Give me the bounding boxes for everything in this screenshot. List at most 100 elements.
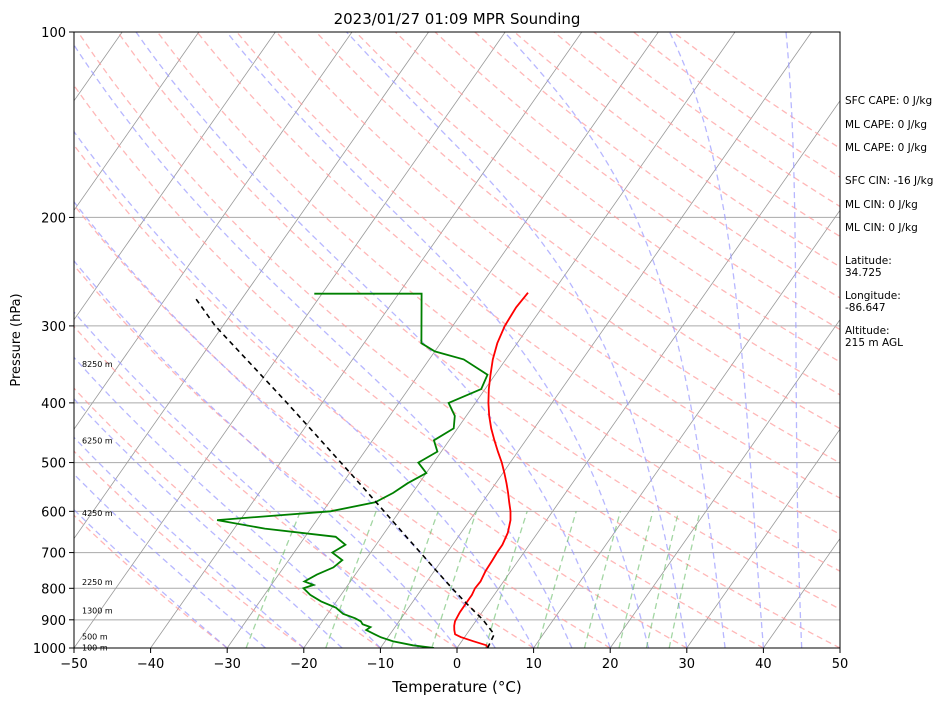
isotherm-line	[74, 32, 506, 648]
stats-line: ML CIN: 0 J/kg	[845, 222, 918, 234]
height-label: 4250 m	[82, 509, 113, 518]
dry-adiabat	[275, 32, 840, 464]
isotherm-line	[303, 32, 736, 648]
parcel-line	[194, 297, 496, 648]
x-tick-label: 30	[679, 657, 696, 672]
x-tick-label: −50	[60, 657, 87, 672]
height-label: 1300 m	[82, 607, 113, 616]
stats-line: Latitude:	[845, 255, 892, 267]
mixing-ratio-line	[245, 511, 302, 648]
moist-adiabat	[785, 32, 803, 648]
isotherm-line	[533, 209, 840, 648]
dry-adiabat	[117, 32, 840, 610]
x-tick-label: −30	[213, 657, 240, 672]
x-tick-label: −40	[137, 657, 164, 672]
mixing-ratio-line	[618, 511, 654, 648]
y-axis: 100 200 300 400 500 600 700 800 900 1000	[33, 26, 74, 657]
y-axis-label: Pressure (hPa)	[9, 293, 24, 386]
mixing-ratio-line	[668, 511, 701, 648]
y-tick-label: 400	[41, 397, 66, 412]
moist-adiabat	[74, 311, 420, 648]
stats-line: -86.647	[845, 302, 886, 314]
dry-adiabat	[77, 32, 840, 648]
x-axis: −50 −40 −30 −20 −10 0 10 20 30 40 50	[60, 648, 848, 672]
mixing-ratio-line	[484, 511, 528, 648]
dry-adiabat	[74, 84, 764, 648]
x-tick-label: 20	[602, 657, 619, 672]
moist-adiabat	[74, 259, 458, 648]
dry-adiabat	[156, 32, 840, 572]
dry-adiabat	[74, 144, 688, 648]
y-tick-label: 700	[41, 547, 66, 562]
stats-line: 215 m AGL	[845, 337, 903, 349]
isotherm-line	[609, 319, 840, 648]
y-tick-label: 300	[41, 320, 66, 335]
y-tick-label: 500	[41, 457, 66, 472]
isotherm-line	[74, 32, 200, 211]
isotherm-line	[763, 537, 840, 648]
height-label: 100 m	[82, 643, 108, 652]
series-layer	[194, 292, 529, 648]
stats-panel: SFC CAPE: 0 J/kg ML CAPE: 0 J/kg ML CAPE: …	[845, 95, 933, 349]
height-label: 6250 m	[82, 436, 113, 445]
moist-adiabat	[74, 43, 573, 648]
y-tick-label: 600	[41, 505, 66, 520]
mixing-ratio-line	[536, 511, 577, 648]
dry-adiabat	[434, 32, 840, 331]
mixing-ratio-line	[645, 511, 680, 648]
height-label: 2250 m	[82, 578, 113, 587]
dry-adiabat	[236, 32, 840, 499]
mixing-ratio-line	[325, 511, 377, 648]
chart-title: 2023/01/27 01:09 MPR Sounding	[334, 10, 581, 28]
moist-adiabat	[226, 32, 650, 648]
dry-adiabat	[474, 32, 840, 299]
dry-adiabat	[74, 204, 611, 648]
stats-line: Altitude:	[845, 325, 890, 337]
mixing-ratio-line	[431, 511, 478, 648]
isotherm-line	[74, 32, 276, 321]
dry-adiabat	[315, 32, 840, 430]
moist-adiabat	[669, 32, 765, 648]
x-axis-label: Temperature (°C)	[391, 678, 521, 696]
moist-adiabat	[74, 397, 343, 648]
dry-adiabat	[74, 387, 381, 648]
stats-line: SFC CIN: -16 J/kg	[845, 175, 933, 187]
moist-adiabat	[74, 130, 535, 648]
stats-line: ML CAPE: 0 J/kg	[845, 119, 927, 131]
dry-adiabat	[196, 32, 840, 536]
background-lines	[74, 32, 840, 648]
isotherm-line	[150, 32, 583, 648]
y-tick-label: 1000	[33, 642, 66, 657]
stats-line: ML CAPE: 0 J/kg	[845, 142, 927, 154]
isotherm-line	[686, 428, 840, 648]
y-tick-label: 900	[41, 614, 66, 629]
isotherm-line	[74, 32, 353, 430]
dewpoint-line	[216, 292, 489, 648]
moist-adiabat	[74, 436, 305, 648]
stats-line: ML CIN: 0 J/kg	[845, 199, 918, 211]
isotherm-line	[456, 100, 840, 648]
moist-adiabat	[503, 32, 726, 648]
x-tick-label: 10	[525, 657, 542, 672]
x-tick-label: −20	[290, 657, 317, 672]
temperature-line	[453, 292, 529, 648]
y-tick-label: 200	[41, 211, 66, 226]
height-label: 8250 m	[82, 360, 113, 369]
isotherm-line	[380, 32, 812, 648]
x-tick-label: 50	[832, 657, 849, 672]
x-tick-label: 0	[453, 657, 461, 672]
isotherm-line	[74, 32, 429, 540]
y-tick-label: 100	[41, 26, 66, 41]
mixing-ratio-line	[583, 511, 622, 648]
stats-line: SFC CAPE: 0 J/kg	[845, 95, 932, 107]
mixing-ratio-line	[390, 511, 439, 648]
stats-line: Longitude:	[845, 290, 901, 302]
moist-adiabat	[135, 32, 611, 648]
y-tick-label: 800	[41, 582, 66, 597]
stats-line: 34.725	[845, 267, 882, 279]
x-tick-label: −10	[367, 657, 394, 672]
height-label: 500 m	[82, 633, 108, 642]
